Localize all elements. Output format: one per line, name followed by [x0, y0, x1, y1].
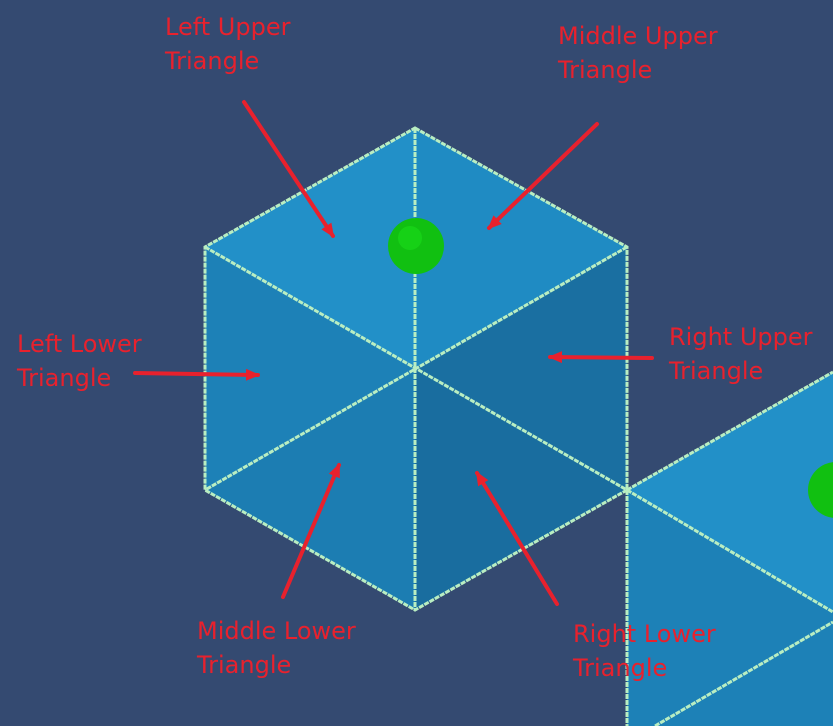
label-left-upper-line1: Left Upper	[165, 13, 291, 41]
label-left-lower-line1: Left Lower	[17, 330, 142, 358]
label-right-lower-line2: Triangle	[573, 654, 668, 682]
label-right-upper-line1: Right Upper	[669, 323, 813, 351]
arrow-left-lower	[133, 368, 260, 381]
label-middle-upper-line2: Triangle	[558, 56, 653, 84]
hexagon-edges	[203, 126, 629, 612]
neighbor-left-face	[627, 490, 833, 726]
label-left-upper-line2: Triangle	[165, 47, 260, 75]
label-left-lower: Left Lower Triangle	[17, 327, 142, 395]
arrow-left-upper	[242, 100, 335, 238]
main-hexagon	[203, 126, 629, 612]
label-middle-lower-line2: Triangle	[197, 651, 292, 679]
label-middle-lower: Middle Lower Triangle	[197, 614, 356, 682]
right-upper-triangle	[415, 247, 627, 490]
label-middle-lower-line1: Middle Lower	[197, 617, 356, 645]
neighbor-hexagon	[625, 370, 833, 726]
left-lower-triangle	[205, 247, 415, 490]
arrow-middle-lower	[281, 463, 341, 599]
neighbor-edge-middle	[626, 488, 833, 614]
label-right-lower: Right Lower Triangle	[573, 617, 716, 685]
label-right-upper: Right Upper Triangle	[669, 320, 813, 388]
label-left-lower-line2: Triangle	[17, 364, 112, 392]
green-marker-neighbor	[808, 462, 833, 518]
label-right-lower-line1: Right Lower	[573, 620, 716, 648]
arrow-right-lower	[475, 471, 559, 606]
label-middle-upper: Middle Upper Triangle	[558, 19, 718, 87]
arrow-middle-upper	[487, 122, 599, 230]
neighbor-edge-top	[626, 370, 833, 492]
left-upper-triangle	[205, 128, 415, 368]
center-line-diagonal-b	[204, 245, 628, 492]
middle-lower-triangle	[205, 368, 415, 610]
neighbor-edge-bottom	[654, 620, 833, 726]
label-right-upper-line2: Triangle	[669, 357, 764, 385]
neighbor-upper-face	[627, 372, 833, 612]
green-marker-main-highlight	[398, 226, 422, 250]
label-left-upper: Left Upper Triangle	[165, 10, 290, 78]
label-middle-upper-line1: Middle Upper	[558, 22, 718, 50]
right-lower-triangle	[415, 368, 627, 610]
arrow-right-upper	[548, 351, 654, 364]
annotation-arrows	[133, 100, 654, 606]
middle-upper-triangle	[415, 128, 627, 368]
